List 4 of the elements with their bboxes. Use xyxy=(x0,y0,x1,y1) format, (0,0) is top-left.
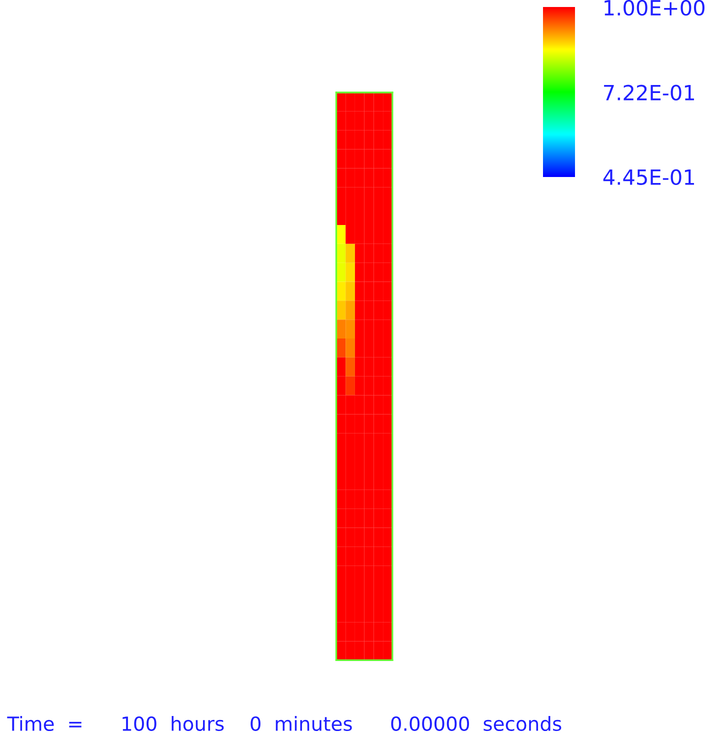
color-bar-label: 7.22E-01 xyxy=(604,84,694,100)
color-bar-label: 1.00E+00 xyxy=(604,0,704,16)
color-bar-label: 4.45E-01 xyxy=(603,169,694,186)
text: Time = 100 hours 0 minutes 0.00000 seconds xyxy=(7,716,562,732)
